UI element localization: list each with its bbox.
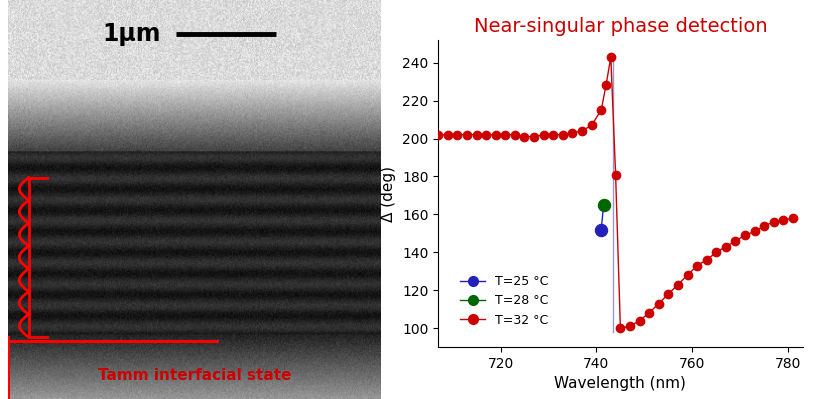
Point xyxy=(623,323,636,330)
Point xyxy=(537,132,550,138)
Point xyxy=(556,132,569,138)
Point xyxy=(460,132,473,138)
Point xyxy=(441,132,455,138)
Point xyxy=(518,133,531,140)
Point xyxy=(700,257,713,263)
Point xyxy=(604,54,618,60)
Legend: T=25 °C, T=28 °C, T=32 °C: T=25 °C, T=28 °C, T=32 °C xyxy=(455,270,554,332)
X-axis label: Wavelength (nm): Wavelength (nm) xyxy=(554,376,686,391)
Point xyxy=(719,243,732,250)
Text: Tamm interfacial state: Tamm interfacial state xyxy=(97,367,292,383)
Point xyxy=(690,263,704,269)
Point xyxy=(450,132,464,138)
Point xyxy=(527,133,541,140)
Point xyxy=(767,219,781,225)
Point xyxy=(597,202,610,208)
Point xyxy=(633,317,646,324)
Point xyxy=(681,272,694,278)
Point xyxy=(739,232,752,239)
Point xyxy=(652,300,665,307)
Title: Near-singular phase detection: Near-singular phase detection xyxy=(473,17,767,36)
Point xyxy=(566,130,579,136)
Point xyxy=(470,132,483,138)
Point xyxy=(585,122,598,128)
Point xyxy=(595,226,608,233)
Point xyxy=(480,132,493,138)
Point xyxy=(595,107,608,113)
Point xyxy=(499,132,512,138)
Point xyxy=(609,171,622,178)
Point xyxy=(777,217,790,223)
Point xyxy=(489,132,502,138)
Point xyxy=(758,223,771,229)
Text: 1μm: 1μm xyxy=(102,22,161,46)
Point xyxy=(729,238,742,244)
Point xyxy=(710,249,723,255)
Point xyxy=(786,215,799,221)
Point xyxy=(672,281,685,288)
Point xyxy=(662,291,675,297)
Point xyxy=(748,228,761,235)
Point xyxy=(547,132,560,138)
Point xyxy=(600,82,613,89)
Point xyxy=(432,132,445,138)
Point xyxy=(509,132,522,138)
Point xyxy=(643,310,656,316)
Point xyxy=(576,128,589,134)
Y-axis label: Δ (deg): Δ (deg) xyxy=(382,166,396,221)
Point xyxy=(613,325,627,331)
